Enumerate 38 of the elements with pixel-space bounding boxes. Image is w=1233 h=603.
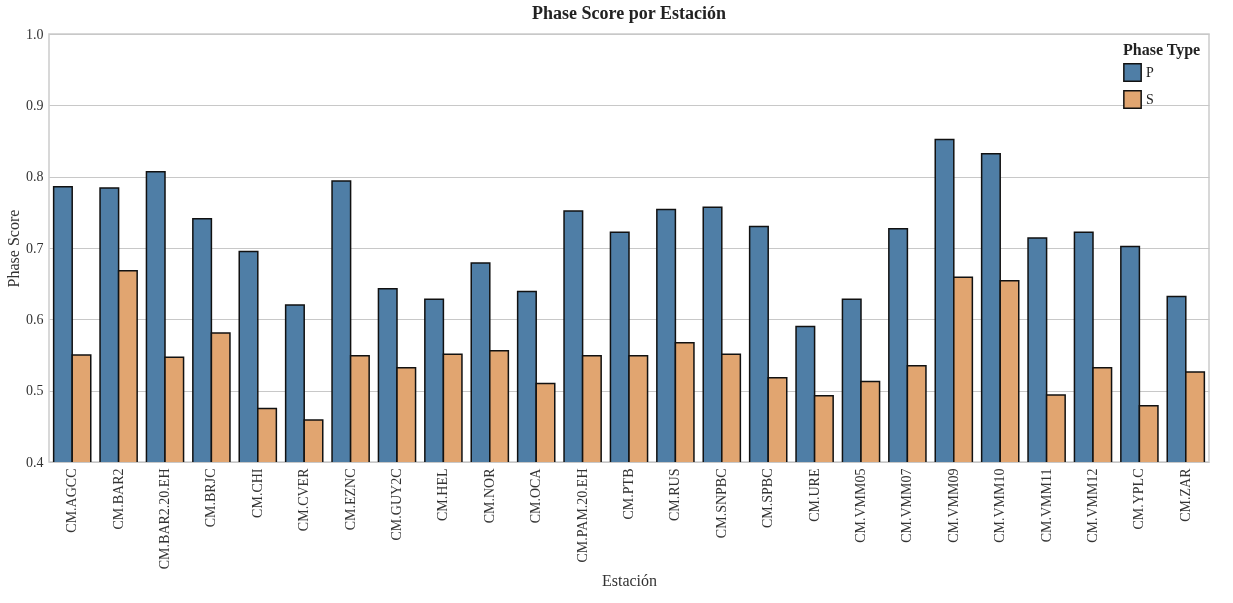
x-tick-label: CM.OCA	[528, 467, 544, 524]
x-tick-label: CM.CVER	[296, 467, 312, 532]
x-tick-label: CM.EZNC	[342, 468, 358, 531]
x-tick-label: CM.VMM10	[992, 468, 1008, 543]
x-tick-label: CM.GUY2C	[389, 468, 404, 541]
x-tick-label: CM.NOR	[481, 467, 497, 524]
x-tick-label: CM.PAM.20.EH	[574, 468, 590, 563]
x-tick-label: CM.AGCC	[64, 468, 80, 533]
chart-title: Phase Score por Estación	[532, 3, 726, 23]
y-tick-label: 0.6	[26, 311, 44, 327]
y-tick-label: 0.7	[26, 240, 44, 256]
x-tick-label: CM.PTB	[621, 468, 636, 520]
x-tick-label: CM.RUS	[667, 468, 683, 522]
x-tick-label: CM.YPLC	[1131, 468, 1147, 530]
x-tick-label: CM.VMM05	[853, 468, 868, 543]
x-tick-label: CM.VMM07	[899, 468, 915, 543]
y-tick-label: 0.9	[26, 97, 44, 113]
x-tick-label: CM.BRJC	[203, 468, 219, 528]
x-tick-label: CM.URE	[806, 468, 822, 522]
x-tick-label: CM.BAR2	[110, 468, 126, 530]
x-tick-label: CM.HEL	[435, 468, 451, 521]
x-tick-label: CM.ZAR	[1177, 467, 1193, 522]
y-tick-label: 0.4	[26, 454, 44, 470]
x-tick-label: CM.SNPBC	[713, 468, 729, 539]
legend-label: S	[1146, 91, 1154, 107]
x-tick-label: CM.VMM11	[1038, 468, 1054, 543]
legend-title: Phase Type	[1123, 41, 1201, 59]
x-axis-title: Estación	[601, 572, 658, 590]
y-tick-label: 1.0	[26, 26, 44, 42]
x-tick-label: CM.VMM09	[945, 468, 961, 543]
x-tick-label: CM.BAR2.20.EH	[157, 468, 172, 570]
y-axis-title: Phase Score	[5, 209, 22, 288]
x-tick-label: CM.VMM12	[1085, 468, 1100, 543]
y-tick-label: 0.5	[26, 383, 44, 399]
legend-label: P	[1146, 64, 1154, 80]
x-tick-label: CM.SPBC	[760, 468, 776, 529]
y-tick-label: 0.8	[26, 169, 44, 185]
x-tick-label: CM.CHI	[249, 468, 265, 518]
